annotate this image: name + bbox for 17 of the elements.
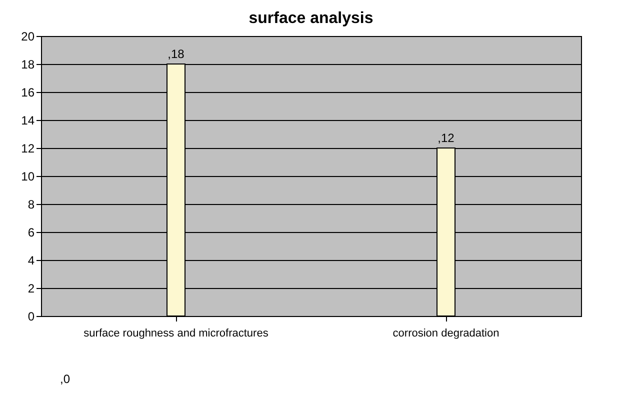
y-tick-label: 2 (28, 282, 35, 296)
y-tick-label: 16 (21, 86, 35, 100)
x-tick-label: corrosion degradation (392, 328, 500, 340)
y-tick-label: 20 (21, 30, 35, 44)
y-tick-label: 14 (21, 114, 35, 128)
y-tick-label: 0 (28, 310, 35, 324)
chart-title: surface analysis (248, 10, 374, 27)
y-tick-label: 10 (21, 170, 35, 184)
y-tick-label: 12 (21, 142, 35, 156)
x-tick-label: surface roughness and microfractures (84, 328, 269, 340)
y-tick-label: 4 (28, 254, 35, 268)
text: ,0 (60, 372, 70, 386)
data-label: ,12 (438, 131, 455, 145)
data-label: ,18 (168, 47, 185, 61)
y-tick-label: 6 (28, 226, 35, 240)
y-tick-label: 8 (28, 198, 35, 212)
y-tick-label: 18 (21, 58, 35, 72)
